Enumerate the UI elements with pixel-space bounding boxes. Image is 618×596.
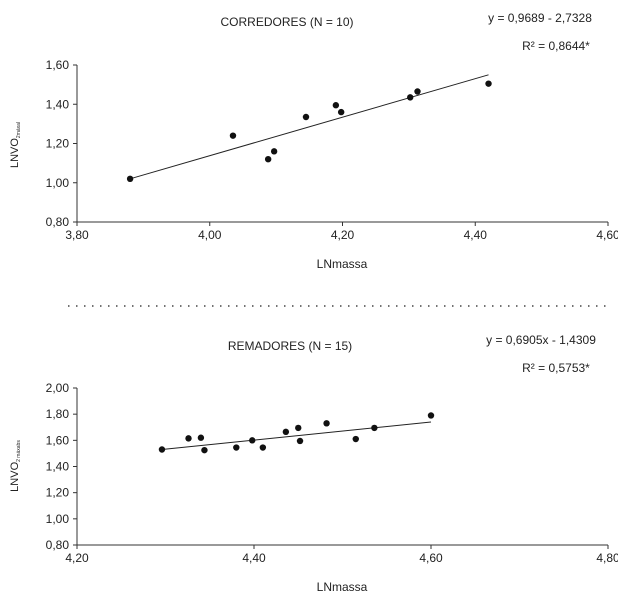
data-point [233,444,240,451]
data-point [414,88,421,95]
x-axis-label: LNmassa [317,257,368,271]
y-tick-label: 1,20 [46,137,70,151]
x-ticks: 3,80 4,00 4,20 4,40 4,60 [65,222,618,242]
y-tick-label: 1,60 [46,58,70,72]
data-point [270,148,278,155]
data-point [323,420,330,427]
data-point [332,102,340,109]
y-ticks: 0,80 1,00 1,20 1,40 1,60 1,80 2,00 [46,381,77,552]
x-tick-label: 4,60 [419,551,443,565]
data-point [185,435,192,442]
y-axis-label: LNVO2 máxabs [9,440,22,492]
chart-title: CORREDORES (N = 10) [220,15,353,29]
data-point [259,444,267,451]
y-axis-label-sub: 2 máxabs [16,440,22,462]
data-point [352,435,359,443]
data-point [427,412,435,419]
x-axis-label: LNmassa [317,580,368,594]
y-tick-label: 1,80 [46,407,70,421]
data-point [249,437,256,444]
trendline [129,74,489,180]
data-point [337,108,345,116]
data-point [282,428,290,436]
y-axis-label-main: LNVO [9,138,21,168]
data-point [201,446,208,454]
chart-remadores: REMADORES (N = 15) y = 0,6905x - 1,4309 … [9,333,618,594]
x-tick-label: 4,40 [242,551,266,565]
data-point [296,437,304,445]
x-tick-label: 3,80 [65,228,89,242]
data-point [229,132,237,139]
x-tick-label: 4,20 [65,551,89,565]
data-point [158,446,166,453]
x-tick-label: 4,20 [331,228,355,242]
y-tick-label: 1,60 [46,433,70,447]
x-tick-label: 4,80 [596,551,618,565]
data-point [302,113,310,121]
y-tick-label: 1,00 [46,512,70,526]
y-axis-label-sub: 2máxal [16,122,22,138]
chart-title: REMADORES (N = 15) [228,339,352,353]
y-tick-label: 1,00 [46,176,70,190]
regression-equation: y = 0,9689 - 2,7328 [488,11,592,25]
r-squared: R² = 0,8644* [522,39,590,53]
data-point [197,434,205,441]
chart-corredores: CORREDORES (N = 10) y = 0,9689 - 2,7328 … [9,11,618,271]
r-squared: R² = 0,5753* [522,361,590,375]
data-point [407,94,414,101]
y-axis-label: LNVO2máxal [9,122,22,168]
y-tick-label: 1,40 [46,460,70,474]
data-point [485,80,492,87]
y-tick-label: 1,20 [46,486,70,500]
y-axis-label-main: LNVO [9,461,21,491]
data-point [126,175,134,183]
y-tick-label: 0,80 [46,215,70,229]
y-tick-label: 0,80 [46,538,70,552]
x-ticks: 4,20 4,40 4,60 4,80 [65,545,618,565]
x-tick-label: 4,60 [596,228,618,242]
y-tick-label: 1,40 [46,97,70,111]
data-point [295,424,302,432]
regression-equation: y = 0,6905x - 1,4309 [486,333,596,347]
y-ticks: 0,80 1,00 1,20 1,40 1,60 [46,58,77,229]
data-point [371,424,378,432]
x-tick-label: 4,00 [198,228,222,242]
data-point [264,156,272,163]
trendline [161,421,432,450]
x-tick-label: 4,40 [464,228,488,242]
data-points [158,412,435,454]
data-points [126,80,492,183]
y-tick-label: 2,00 [46,381,70,395]
